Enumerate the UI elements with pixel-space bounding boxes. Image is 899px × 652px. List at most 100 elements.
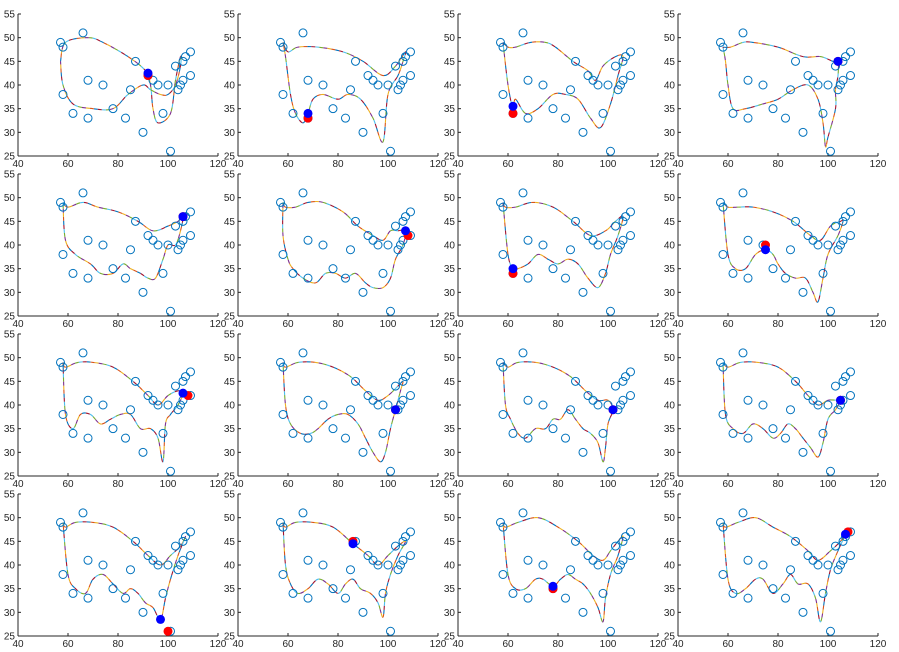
x-tick-label: 100 <box>160 159 177 170</box>
scatter-point <box>391 541 400 551</box>
scatter-point <box>758 560 768 570</box>
scatter-point <box>186 71 195 81</box>
y-tick-label: 30 <box>444 448 456 459</box>
y-tick-label: 45 <box>444 57 456 68</box>
x-tick-label: 120 <box>430 319 447 330</box>
scatter-point <box>298 28 308 38</box>
scatter-point <box>138 447 148 457</box>
curve-segment-layer <box>722 41 840 148</box>
scatter-point <box>303 593 313 603</box>
scatter-point <box>398 376 408 386</box>
y-tick-label: 25 <box>224 312 236 323</box>
scatter-point <box>831 541 840 551</box>
y-tick-label: 30 <box>4 128 16 139</box>
y-tick-label: 55 <box>664 490 676 501</box>
y-tick-label: 35 <box>224 424 236 435</box>
scatter-point <box>398 216 408 226</box>
scatter-point <box>716 197 725 207</box>
scatter-point <box>163 560 173 570</box>
curve-segment-layer <box>722 41 840 148</box>
scatter-point <box>548 264 558 274</box>
scatter-point <box>383 400 393 410</box>
scatter-point <box>288 108 298 118</box>
curve-segment-layer <box>62 361 184 463</box>
x-tick-label: 60 <box>282 639 294 650</box>
scatter-point <box>178 75 188 85</box>
y-tick-label: 30 <box>664 448 676 459</box>
scatter-point <box>181 532 190 542</box>
scatter-point <box>758 80 768 90</box>
panel-9: 25 30 35 40 45 50 55 40 60 80 100 120 <box>4 330 227 491</box>
scatter-point <box>846 71 855 81</box>
scatter-point <box>303 555 313 565</box>
curve-segment-layer <box>722 202 844 303</box>
curve-segment-layer <box>62 361 184 463</box>
scatter-point <box>298 508 308 518</box>
x-tick-label: 120 <box>650 319 667 330</box>
scatter-point <box>406 207 415 217</box>
curve-segment-layer <box>502 361 614 463</box>
scatter-point <box>278 362 288 372</box>
scatter-point <box>288 428 298 438</box>
scatter-point <box>318 240 328 250</box>
scatter-point <box>498 249 508 259</box>
y-tick-label: 35 <box>224 584 236 595</box>
x-tick-label: 120 <box>650 159 667 170</box>
scatter-point <box>613 565 623 575</box>
scatter-point <box>78 348 88 358</box>
curve-segment-layer <box>282 42 407 143</box>
scatter-point <box>406 551 415 561</box>
scatter-point <box>378 428 388 438</box>
scatter-point <box>176 400 185 410</box>
scatter-point <box>391 61 400 71</box>
scatter-point <box>818 108 828 118</box>
x-tick-label: 100 <box>820 159 837 170</box>
curve-segment-layer <box>282 200 407 290</box>
scatter-point <box>496 37 505 47</box>
curve-segment-layer <box>722 41 840 148</box>
scatter-point <box>758 400 768 410</box>
scatter-point <box>341 113 350 123</box>
y-tick-label: 40 <box>4 401 16 412</box>
blue-point <box>178 388 188 398</box>
y-tick-label: 55 <box>444 10 456 21</box>
scatter-point <box>78 188 88 198</box>
x-tick-label: 40 <box>452 319 464 330</box>
panel-5: 25 30 35 40 45 50 55 40 60 80 100 120 <box>4 170 227 331</box>
x-tick-label: 40 <box>672 319 684 330</box>
scatter-point <box>391 381 400 391</box>
curve-segment-layer <box>282 521 407 618</box>
scatter-point <box>621 372 630 382</box>
scatter-point <box>743 273 753 283</box>
scatter-point <box>523 433 533 443</box>
blue-point <box>833 56 843 66</box>
scatter-point <box>278 202 288 212</box>
scatter-point <box>813 80 823 90</box>
scatter-point <box>583 71 593 81</box>
scatter-point <box>393 245 403 255</box>
scatter-point <box>386 146 395 156</box>
scatter-point <box>823 240 833 250</box>
x-tick-label: 60 <box>722 479 734 490</box>
curve-segment-layer <box>282 200 407 290</box>
curve-segment-layer <box>282 361 404 463</box>
scatter-point <box>718 89 728 99</box>
y-tick-label: 30 <box>224 448 236 459</box>
y-tick-label: 40 <box>664 241 676 252</box>
scatter-point <box>121 593 130 603</box>
y-tick-label: 35 <box>664 584 676 595</box>
scatter-point <box>836 240 845 250</box>
scatter-point <box>126 85 135 95</box>
y-tick-label: 25 <box>444 472 456 483</box>
scatter-point <box>571 536 580 546</box>
scatter-point <box>138 127 148 137</box>
scatter-point <box>498 202 508 212</box>
scatter-point <box>378 108 388 118</box>
panel-11: 25 30 35 40 45 50 55 40 60 80 100 120 <box>444 330 667 491</box>
curve-segment-layer <box>282 42 407 143</box>
scatter-point <box>603 80 613 90</box>
x-tick-label: 80 <box>332 639 344 650</box>
x-tick-label: 120 <box>650 639 667 650</box>
scatter-point <box>303 235 313 245</box>
curve-segment-layer <box>282 521 407 618</box>
